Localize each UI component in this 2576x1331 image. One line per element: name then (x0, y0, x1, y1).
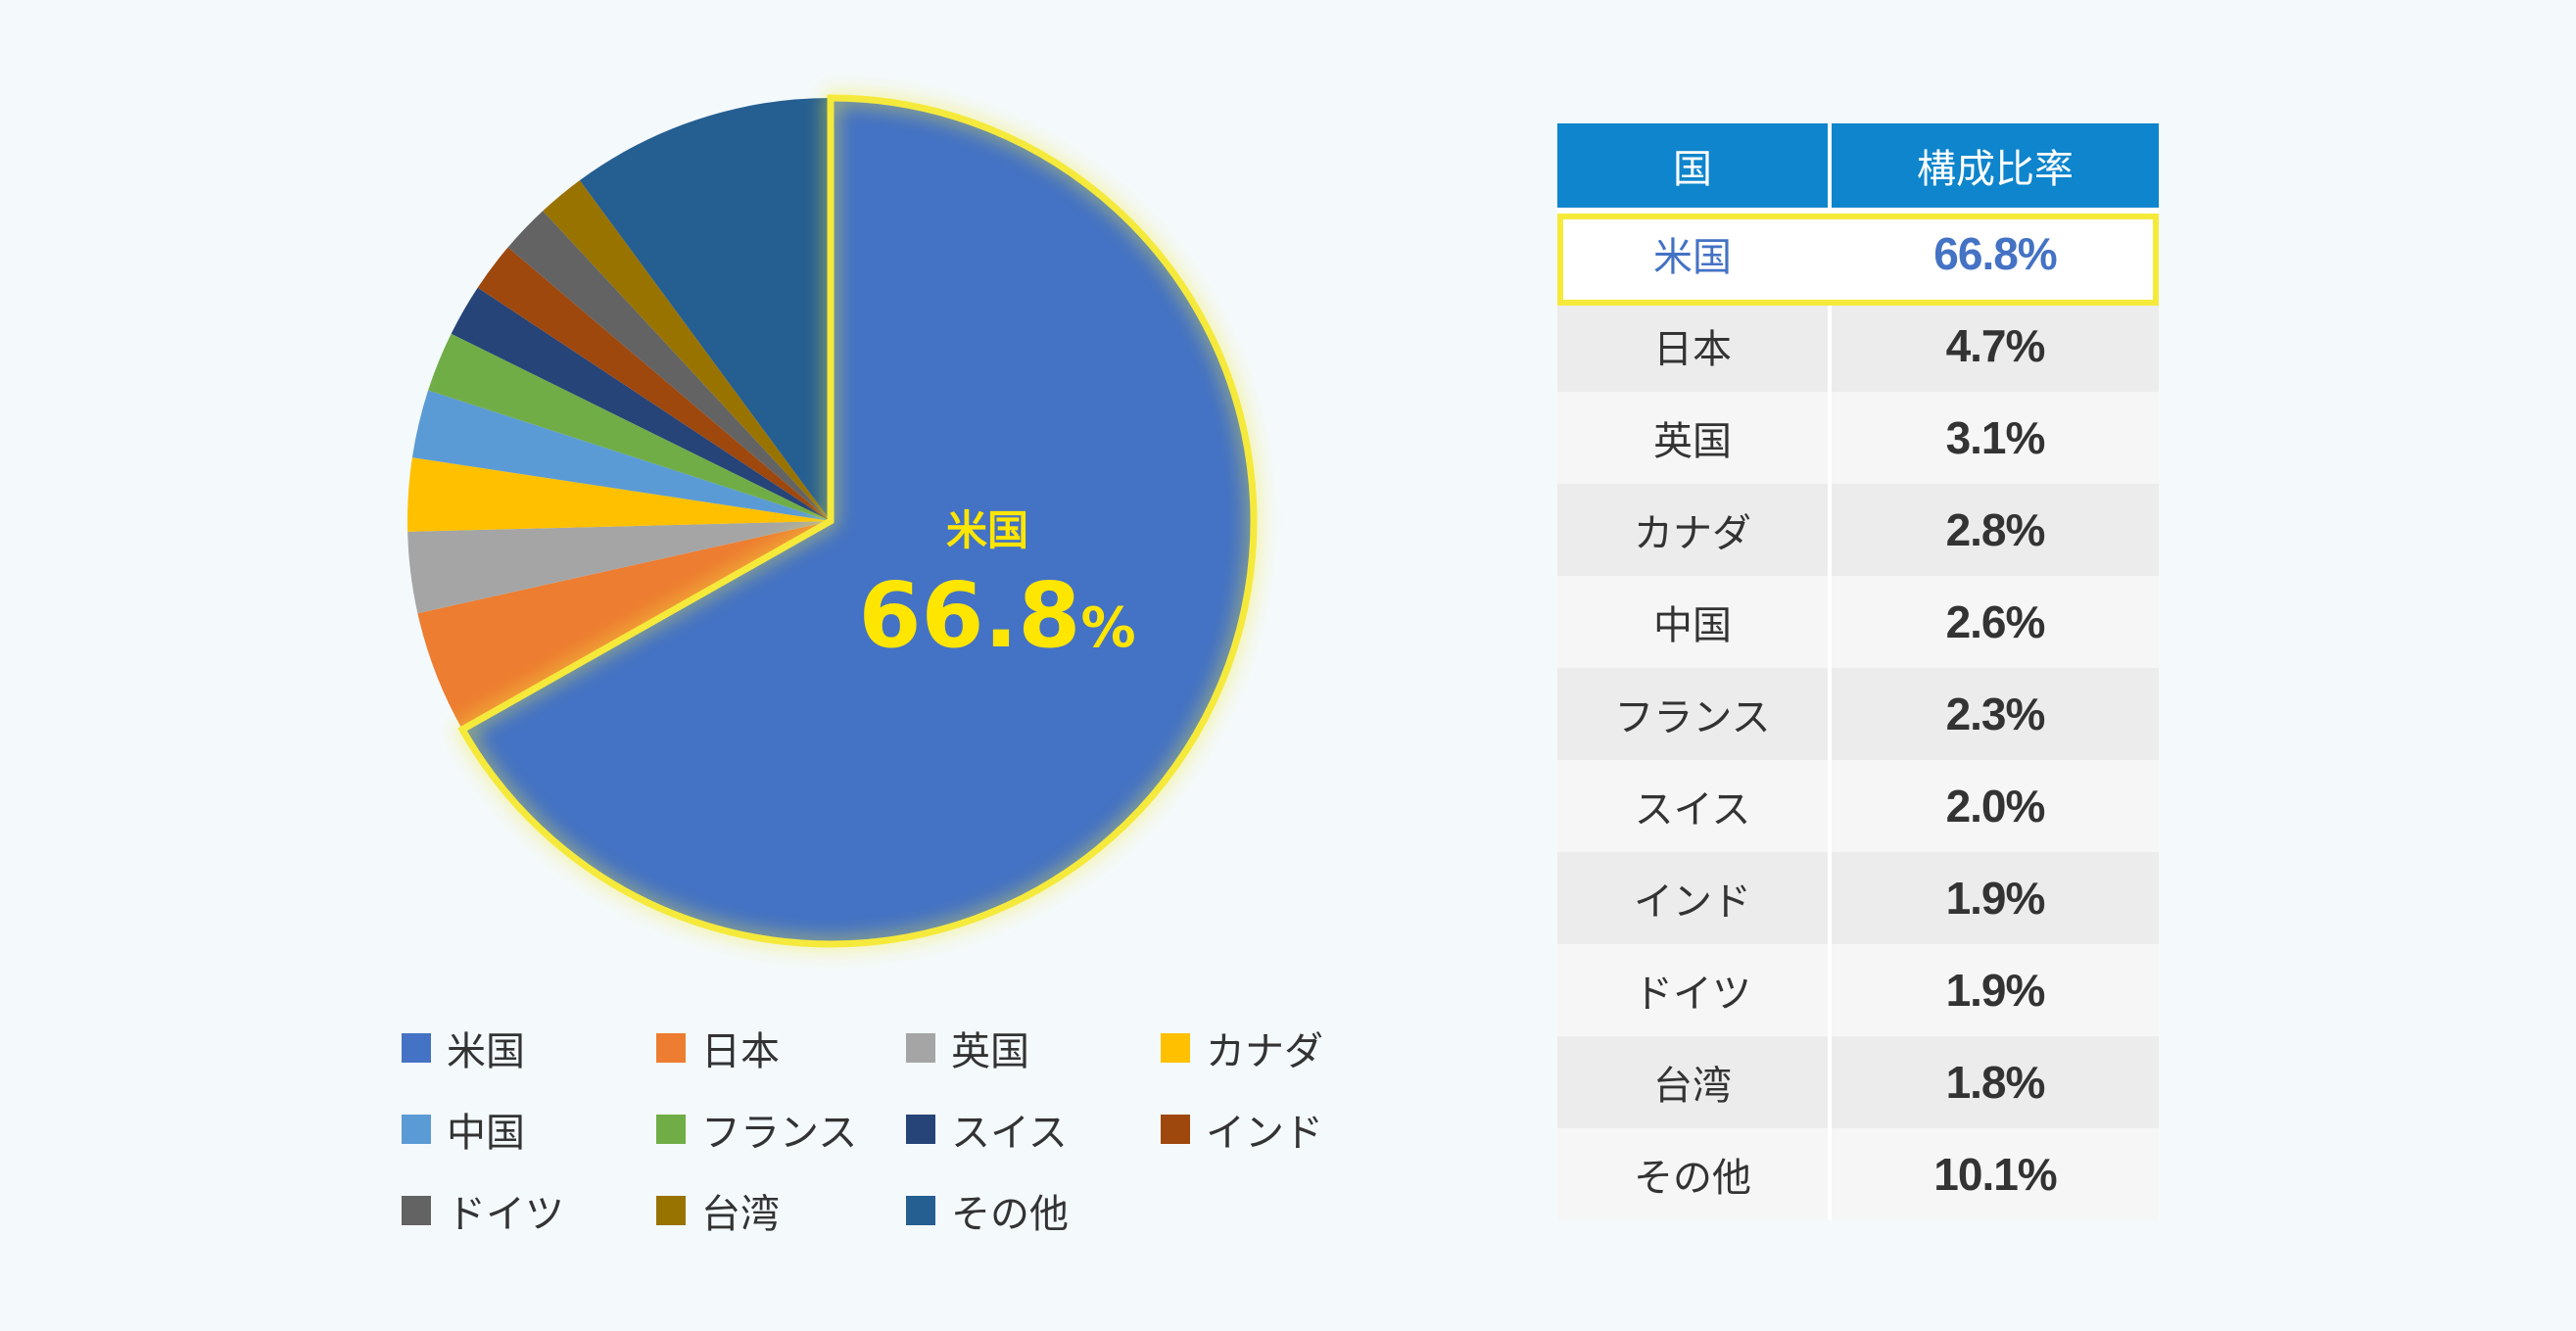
pie-slice-6 (428, 333, 831, 521)
legend-swatch (906, 1033, 935, 1063)
legend-item: カナダ (1161, 1019, 1323, 1077)
legend-label: カナダ (1206, 1029, 1323, 1074)
ratio-cell: 2.6% (1832, 576, 2159, 668)
header-ratio: 構成比率 (1832, 123, 2159, 208)
country-cell: カナダ (1557, 484, 1832, 576)
table-row: フランス 2.3% (1557, 668, 2159, 760)
legend-swatch (1161, 1033, 1190, 1063)
table-row: その他 10.1% (1557, 1128, 2159, 1220)
pie-slice-9 (507, 211, 831, 522)
ratio-cell: 1.8% (1832, 1036, 2159, 1128)
ratio-cell: 2.0% (1832, 760, 2159, 852)
legend-swatch (402, 1033, 431, 1063)
legend-swatch (656, 1033, 686, 1063)
legend-item: 台湾 (656, 1181, 780, 1240)
pie-slice-11 (579, 98, 831, 521)
legend-swatch (906, 1196, 935, 1225)
highlight-slice-outline (457, 94, 1258, 948)
composition-table: 国 構成比率 米国 66.8% 日本 4.7% 英国 3.1% カナダ 2.8% 中国 2.6% フ… (1557, 123, 2159, 1220)
ratio-cell: 66.8% (1832, 208, 2159, 300)
table-row: カナダ 2.8% (1557, 484, 2159, 576)
highlight-value-label: 66.8% (858, 563, 1135, 668)
ratio-cell: 2.8% (1832, 484, 2159, 576)
table-row: 英国 3.1% (1557, 392, 2159, 484)
country-cell: フランス (1557, 668, 1832, 760)
legend-swatch (906, 1115, 935, 1144)
table-row: インド 1.9% (1557, 852, 2159, 944)
country-cell: 米国 (1557, 208, 1832, 300)
highlight-value-unit: % (1080, 596, 1135, 660)
ratio-cell: 4.7% (1832, 300, 2159, 392)
country-cell: 台湾 (1557, 1036, 1832, 1128)
pie-slice-3 (407, 521, 831, 614)
country-cell: 英国 (1557, 392, 1832, 484)
table-row: スイス 2.0% (1557, 760, 2159, 852)
legend-item: ドイツ (402, 1181, 564, 1240)
ratio-cell: 3.1% (1832, 392, 2159, 484)
table-header-row: 国 構成比率 (1557, 123, 2159, 208)
table-row: 日本 4.7% (1557, 300, 2159, 392)
pie-slice-10 (543, 180, 831, 522)
ratio-cell: 1.9% (1832, 852, 2159, 944)
legend-label: スイス (951, 1111, 1068, 1156)
legend-item: 日本 (656, 1019, 780, 1077)
country-cell: ドイツ (1557, 944, 1832, 1036)
legend-label: 英国 (951, 1029, 1029, 1074)
highlight-value-number: 66.8 (858, 563, 1080, 668)
ratio-cell: 10.1% (1832, 1128, 2159, 1220)
country-cell: スイス (1557, 760, 1832, 852)
legend-swatch (402, 1196, 431, 1225)
legend-item: フランス (656, 1100, 857, 1159)
ratio-cell: 2.3% (1832, 668, 2159, 760)
legend-label: 中国 (447, 1111, 525, 1156)
legend-swatch (656, 1115, 686, 1144)
country-cell: インド (1557, 852, 1832, 944)
legend-label: 米国 (447, 1029, 525, 1074)
legend-swatch (656, 1196, 686, 1225)
ratio-cell: 1.9% (1832, 944, 2159, 1036)
table-row: 米国 66.8% (1557, 208, 2159, 300)
pie-slice-5 (411, 390, 831, 521)
pie-slice-4 (407, 457, 831, 532)
legend-item: 中国 (402, 1100, 525, 1159)
legend-item: インド (1161, 1100, 1323, 1159)
legend-item: その他 (906, 1181, 1069, 1240)
country-cell: 日本 (1557, 300, 1832, 392)
legend-item: 米国 (402, 1019, 525, 1077)
pie-slice-8 (477, 247, 831, 521)
highlight-country-label: 米国 (946, 506, 1028, 554)
header-country: 国 (1557, 123, 1832, 208)
legend-swatch (402, 1115, 431, 1144)
country-cell: その他 (1557, 1128, 1832, 1220)
table-row: 台湾 1.8% (1557, 1036, 2159, 1128)
pie-chart: 米国 66.8% (407, 94, 1258, 948)
legend-label: その他 (951, 1192, 1069, 1237)
legend-label: 台湾 (701, 1192, 780, 1237)
legend-label: インド (1206, 1111, 1323, 1156)
table-row: 中国 2.6% (1557, 576, 2159, 668)
legend-item: 英国 (906, 1019, 1029, 1077)
pie-slice-1 (462, 98, 1254, 945)
legend-label: ドイツ (447, 1192, 564, 1237)
legend-label: 日本 (701, 1029, 780, 1074)
table-row: ドイツ 1.9% (1557, 944, 2159, 1036)
country-cell: 中国 (1557, 576, 1832, 668)
legend-item: スイス (906, 1100, 1068, 1159)
pie-slice-2 (417, 521, 831, 730)
pie-slice-7 (451, 287, 831, 521)
legend-label: フランス (701, 1111, 858, 1156)
legend-swatch (1161, 1115, 1190, 1144)
